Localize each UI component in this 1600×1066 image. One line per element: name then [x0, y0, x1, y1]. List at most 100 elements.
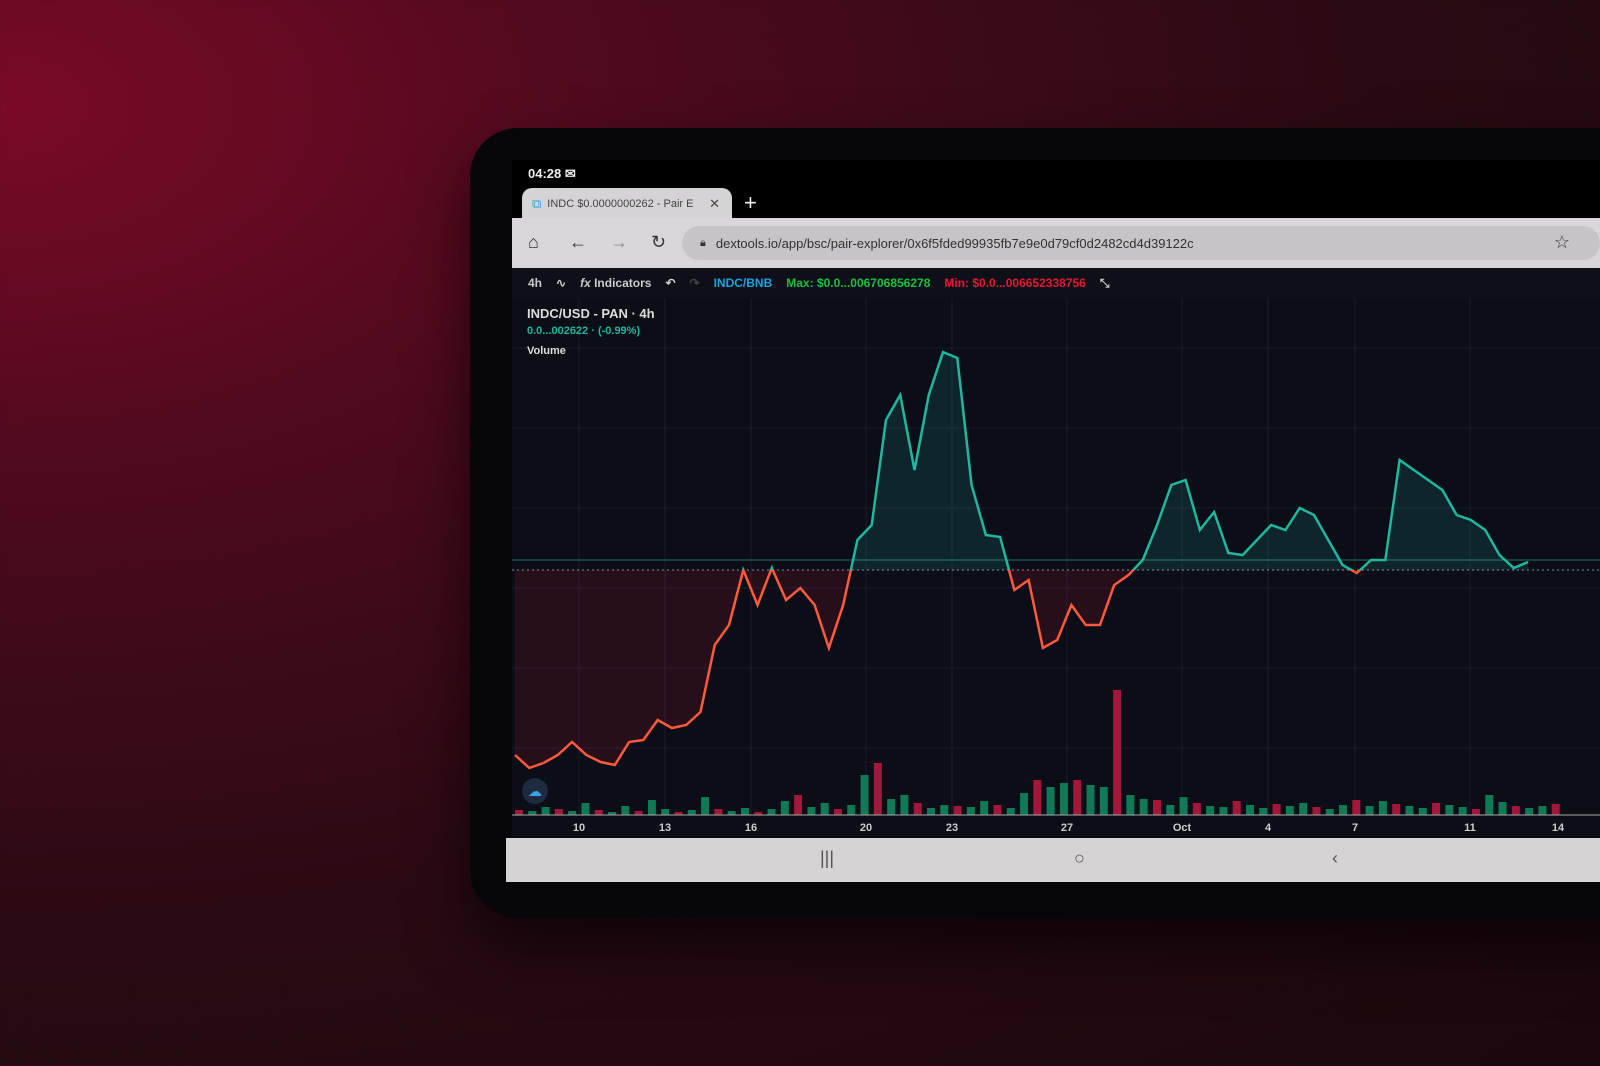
back-arrow-icon[interactable]: ←	[569, 232, 587, 252]
volume-bar	[1232, 801, 1241, 815]
dextools-favicon-icon: ⧉	[532, 196, 542, 211]
volume-bar	[634, 811, 643, 815]
volume-bar	[687, 810, 696, 815]
indicators-button[interactable]: fx Indicators	[580, 276, 651, 290]
volume-bar	[860, 775, 869, 815]
interval-button[interactable]: 4h	[528, 276, 543, 290]
volume-bar	[1046, 787, 1055, 815]
volume-bar	[1166, 805, 1175, 815]
redo-icon[interactable]: ↷	[689, 276, 700, 290]
url-text: dextools.io/app/bsc/pair-explorer/0x6f5f…	[715, 235, 1194, 251]
fx-icon: fx	[580, 276, 591, 290]
browser-tab[interactable]: ⧉ INDC $0.0000000262 - Pair E ✕	[522, 188, 732, 220]
volume-bar	[594, 810, 603, 815]
volume-bar	[1392, 804, 1401, 815]
volume-bar	[1139, 799, 1148, 815]
volume-bar	[993, 805, 1002, 815]
x-tick-label: 11	[1464, 822, 1476, 834]
x-tick-label: 4	[1265, 822, 1272, 834]
forward-arrow-icon[interactable]: →	[610, 232, 628, 252]
pair-switch-button[interactable]: INDC/BNB	[713, 276, 773, 290]
x-tick-label: 16	[745, 822, 757, 834]
volume-bar	[1179, 797, 1188, 815]
volume-bar	[1086, 785, 1095, 815]
mail-icon: ✉	[564, 166, 576, 181]
x-tick-label: 10	[573, 822, 585, 834]
home-button[interactable]: ○	[1074, 848, 1085, 868]
x-tick-label: 13	[659, 822, 671, 834]
volume-bar	[833, 809, 842, 815]
status-bar: 04:28 ✉	[528, 166, 576, 182]
volume-bar	[701, 797, 710, 815]
volume-bar	[515, 810, 523, 815]
x-tick-label: 23	[946, 822, 958, 834]
address-bar-row: ⌂ ← → ↻ 🔒︎ dextools.io/app/bsc/pair-expl…	[512, 218, 1600, 268]
back-button[interactable]: ‹	[1332, 848, 1338, 868]
volume-bar	[1312, 807, 1321, 815]
price-area-up	[515, 352, 1528, 570]
volume-bar	[608, 812, 617, 815]
reload-icon[interactable]: ↻	[651, 232, 667, 252]
volume-bar	[581, 803, 590, 815]
volume-bar	[727, 811, 736, 815]
volume-bar	[1219, 807, 1228, 815]
volume-bar	[980, 801, 989, 815]
volume-bar	[1192, 803, 1201, 815]
volume-bar	[767, 809, 776, 815]
price-change: 0.0...002622 · (-0.99%)	[527, 325, 641, 337]
volume-bar	[1272, 804, 1281, 815]
volume-bar	[1259, 808, 1268, 815]
indicators-label: Indicators	[594, 276, 652, 290]
home-icon[interactable]: ⌂	[528, 232, 539, 252]
volume-bar	[740, 808, 749, 815]
volume-bar	[927, 808, 935, 815]
volume-bar	[1551, 804, 1560, 815]
chart-type-icon[interactable]: ∿	[556, 276, 567, 290]
volume-bar	[1152, 800, 1161, 815]
volume-bar	[1365, 806, 1374, 815]
url-input[interactable]: 🔒︎ dextools.io/app/bsc/pair-explorer/0x6…	[682, 226, 1600, 260]
recents-button[interactable]: |||	[820, 848, 835, 868]
volume-bar	[714, 809, 723, 815]
volume-bar	[807, 807, 816, 815]
volume-bar	[780, 801, 789, 815]
chart-title: INDC/USD - PAN · 4h	[527, 306, 655, 321]
volume-bar	[647, 800, 656, 815]
price-line-down	[514, 570, 1362, 770]
volume-bar	[953, 806, 962, 815]
volume-bar	[1458, 807, 1467, 815]
volume-bar	[1099, 787, 1108, 815]
volume-bar	[1246, 805, 1254, 815]
volume-bar	[1339, 805, 1348, 815]
volume-bar	[621, 806, 630, 815]
x-tick-label: 7	[1352, 822, 1358, 834]
volume-bar	[1299, 803, 1308, 815]
volume-bar	[1471, 809, 1480, 815]
volume-bar	[1033, 780, 1042, 815]
min-price: Min: $0.0...006652338756	[944, 276, 1086, 290]
volume-label: Volume	[527, 345, 566, 357]
undo-icon[interactable]: ↶	[665, 276, 676, 290]
close-tab-icon[interactable]: ✕	[709, 196, 720, 211]
volume-bar	[1285, 806, 1294, 815]
volume-bar	[847, 805, 856, 815]
chart-svg: 10 13 16 20 23 27 Oct 4 7 11 14	[512, 298, 1600, 838]
x-axis	[512, 816, 1600, 838]
price-chart[interactable]: 10 13 16 20 23 27 Oct 4 7 11 14 INDC/USD - PAN · 4…	[512, 298, 1600, 838]
volume-bar	[674, 812, 683, 815]
dextools-logo-icon[interactable]: ☁	[522, 778, 548, 804]
volume-bar	[1498, 802, 1507, 815]
volume-bar	[887, 799, 896, 815]
x-tick-label: Oct	[1173, 822, 1192, 834]
volume-bar	[794, 795, 803, 815]
max-price: Max: $0.0...006706856278	[786, 276, 931, 290]
volume-bar	[1352, 800, 1361, 815]
new-tab-button[interactable]: +	[744, 190, 757, 215]
bookmark-star-icon[interactable]: ☆	[1553, 232, 1570, 252]
volume-bar	[1525, 808, 1534, 815]
volume-bar	[1059, 783, 1068, 815]
fullscreen-collapse-icon[interactable]: ⤡	[1099, 275, 1110, 290]
volume-bar	[1511, 806, 1520, 815]
volume-bar	[1485, 795, 1494, 815]
volume-bar	[900, 795, 909, 815]
